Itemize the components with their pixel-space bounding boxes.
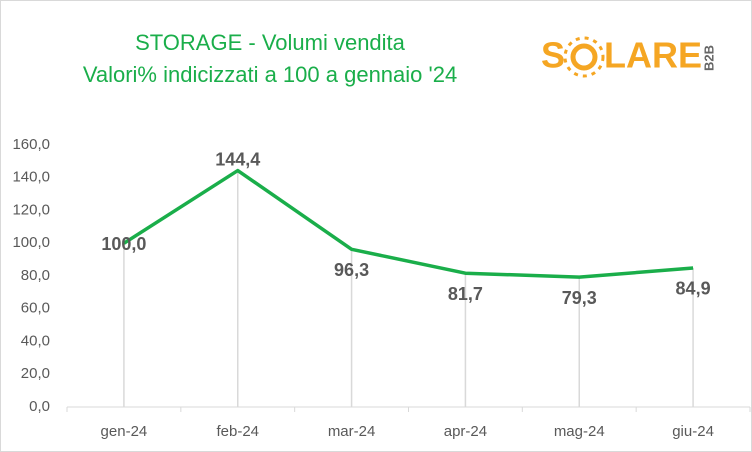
data-label: 96,3 <box>334 260 369 280</box>
line-series <box>122 168 694 279</box>
x-tick-label: gen-24 <box>101 423 148 440</box>
data-label: 79,3 <box>562 288 597 308</box>
data-label: 84,9 <box>676 279 711 299</box>
y-tick-label: 40,0 <box>21 332 50 349</box>
x-tick-label: feb-24 <box>216 423 259 440</box>
y-tick-label: 140,0 <box>12 169 50 186</box>
x-tick-label: apr-24 <box>444 423 487 440</box>
logo-text: S <box>541 35 565 76</box>
logo-badge: B2B <box>701 45 716 71</box>
x-tick-label: giu-24 <box>672 423 714 440</box>
y-tick-label: 60,0 <box>21 300 50 317</box>
data-label: 81,7 <box>448 284 483 304</box>
x-tick-label: mar-24 <box>328 423 376 440</box>
y-tick-label: 20,0 <box>21 365 50 382</box>
y-tick-label: 120,0 <box>12 201 50 218</box>
logo-sun <box>563 36 605 78</box>
y-tick-label: 0,0 <box>29 398 50 415</box>
data-label: 100,0 <box>101 234 146 254</box>
y-tick-label: 160,0 <box>12 136 50 153</box>
y-tick-label: 100,0 <box>12 234 50 251</box>
logo: S LARE B2B <box>541 35 716 78</box>
chart-title: STORAGE - Volumi vendita <box>135 30 406 55</box>
data-label: 144,4 <box>215 149 260 169</box>
logo-text: LARE <box>604 35 702 76</box>
y-tick-label: 80,0 <box>21 267 50 284</box>
x-tick-label: mag-24 <box>554 423 605 440</box>
chart-subtitle: Valori% indicizzati a 100 a gennaio '24 <box>83 62 457 87</box>
